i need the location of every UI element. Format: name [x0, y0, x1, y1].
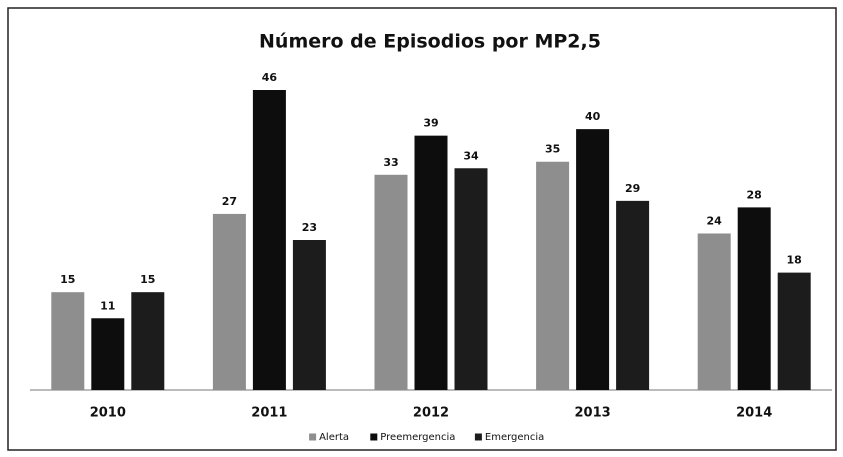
bar [374, 174, 408, 390]
bar [292, 240, 326, 390]
x-tick-label: 2011 [251, 406, 287, 421]
legend-swatch [370, 433, 378, 441]
bar [131, 292, 165, 390]
bar [576, 129, 610, 390]
data-label: 40 [585, 110, 601, 123]
bar [616, 200, 650, 390]
data-label: 15 [60, 273, 75, 286]
legend-label: Preemergencia [380, 432, 455, 443]
data-label: 23 [302, 221, 317, 234]
bar [737, 207, 771, 390]
data-label: 35 [545, 143, 560, 156]
data-label: 24 [707, 214, 723, 227]
data-label: 33 [383, 156, 398, 169]
legend-label: Alerta [319, 432, 349, 443]
bar [212, 213, 246, 390]
legend-swatch [309, 433, 317, 441]
x-tick-label: 2013 [575, 406, 611, 421]
data-label: 15 [140, 273, 155, 286]
bar [51, 292, 85, 390]
data-label: 27 [222, 195, 237, 208]
legend-swatch [474, 433, 482, 441]
bar [536, 161, 570, 390]
legend-label: Emergencia [485, 432, 544, 443]
data-label: 18 [787, 254, 802, 267]
bar [91, 318, 125, 390]
data-label: 46 [262, 71, 278, 84]
data-label: 39 [423, 117, 438, 130]
chart-title: Número de Episodios por MP2,5 [259, 31, 601, 53]
bar [414, 135, 448, 390]
bar [252, 90, 286, 390]
x-tick-label: 2012 [413, 406, 449, 421]
data-label: 34 [463, 149, 479, 162]
x-tick-label: 2010 [90, 406, 126, 421]
bar [697, 233, 731, 390]
bar [777, 272, 811, 390]
data-label: 29 [625, 182, 640, 195]
bar [454, 168, 488, 390]
data-label: 11 [100, 299, 115, 312]
data-label: 28 [747, 188, 762, 201]
x-tick-label: 2014 [736, 406, 772, 421]
